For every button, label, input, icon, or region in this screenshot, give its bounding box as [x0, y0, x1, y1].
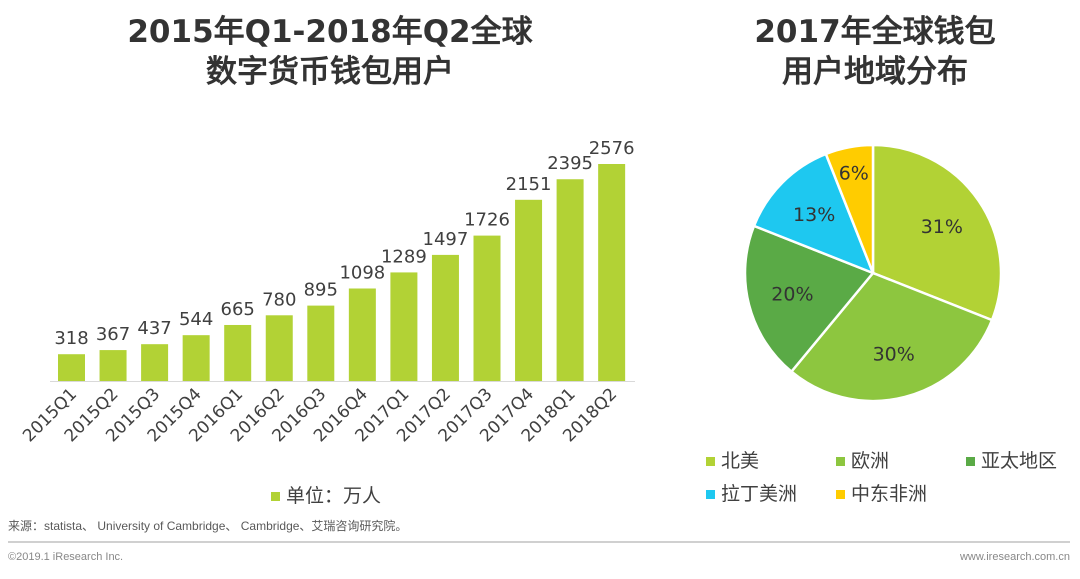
- legend-swatch: [966, 457, 975, 466]
- pie-data-label: 13%: [793, 204, 835, 226]
- pie-title-line1: 2017年全球钱包: [754, 14, 996, 50]
- pie-title-line2: 用户地域分布: [782, 54, 968, 90]
- source-note: 来源：statista、 University of Cambridge、 Ca…: [8, 519, 408, 533]
- bar-legend: 单位：万人: [271, 481, 381, 508]
- data-label: 544: [179, 309, 213, 330]
- pie-data-label: 31%: [921, 216, 963, 238]
- bar-2017Q3: [473, 235, 501, 381]
- data-label: 318: [54, 328, 88, 349]
- bar-2017Q1: [390, 272, 418, 381]
- bar-2017Q4: [515, 199, 543, 381]
- bar-2016Q3: [307, 305, 335, 381]
- legend-swatch: [836, 490, 845, 499]
- pie-legend-item: 欧洲: [836, 446, 889, 473]
- legend-label: 欧洲: [851, 450, 890, 472]
- bar-2016Q2: [265, 315, 293, 381]
- data-label: 1289: [381, 246, 427, 267]
- legend-label: 中东非洲: [851, 483, 928, 505]
- bar-2017Q2: [431, 254, 459, 381]
- legend-swatch: [706, 457, 715, 466]
- pie-legend-item: 亚太地区: [966, 446, 1057, 473]
- pie-slice-中东非洲: [824, 143, 875, 274]
- data-label: 1726: [464, 210, 510, 231]
- bar-chart-title: 2015年Q1-2018年Q2全球 数字货币钱包用户: [60, 12, 600, 92]
- bar-2016Q1: [224, 324, 252, 381]
- footer-divider: [8, 541, 1070, 543]
- data-label: 780: [262, 289, 296, 310]
- bar-2015Q4: [182, 335, 210, 381]
- data-label: 367: [96, 324, 130, 345]
- legend-label: 拉丁美洲: [721, 483, 798, 505]
- bar-2018Q2: [598, 164, 626, 381]
- pie-legend-item: 中东非洲: [836, 479, 927, 506]
- data-label: 2395: [547, 153, 593, 174]
- bar-2015Q2: [99, 350, 127, 381]
- bar-2016Q4: [348, 288, 376, 381]
- bar-title-line2: 数字货币钱包用户: [206, 54, 454, 90]
- data-label: 1497: [423, 229, 469, 250]
- data-label: 665: [221, 299, 255, 320]
- pie-chart-title: 2017年全球钱包 用户地域分布: [730, 12, 1020, 92]
- legend-label: 单位：万人: [286, 485, 382, 507]
- pie-slice-亚太地区: [743, 224, 876, 374]
- legend-swatch: [706, 490, 715, 499]
- legend-swatch: [271, 492, 280, 501]
- pie-data-label: 6%: [839, 162, 869, 184]
- data-label: 2576: [589, 138, 635, 159]
- bar-2015Q3: [141, 344, 169, 381]
- legend-swatch: [836, 457, 845, 466]
- legend-label: 亚太地区: [981, 450, 1058, 472]
- pie-legend-item: 拉丁美洲: [706, 479, 797, 506]
- bar-2015Q1: [58, 354, 85, 381]
- bar-2018Q1: [556, 179, 584, 381]
- pie-data-label: 30%: [873, 344, 915, 366]
- pie-slice-拉丁美洲: [752, 152, 876, 276]
- legend-label: 北美: [721, 450, 760, 472]
- copyright: ©2019.1 iResearch Inc.: [8, 551, 124, 563]
- pie-legend-item: 北美: [706, 446, 759, 473]
- data-label: 895: [304, 280, 338, 301]
- bar-title-line1: 2015年Q1-2018年Q2全球: [127, 14, 533, 50]
- data-label: 2151: [506, 174, 552, 195]
- pie-slice-欧洲: [789, 271, 994, 403]
- pie-slice-北美: [871, 143, 1003, 322]
- pie-data-label: 20%: [771, 284, 813, 306]
- website: www.iresearch.com.cn: [959, 551, 1070, 563]
- data-label: 1098: [339, 263, 385, 284]
- data-label: 437: [137, 318, 171, 339]
